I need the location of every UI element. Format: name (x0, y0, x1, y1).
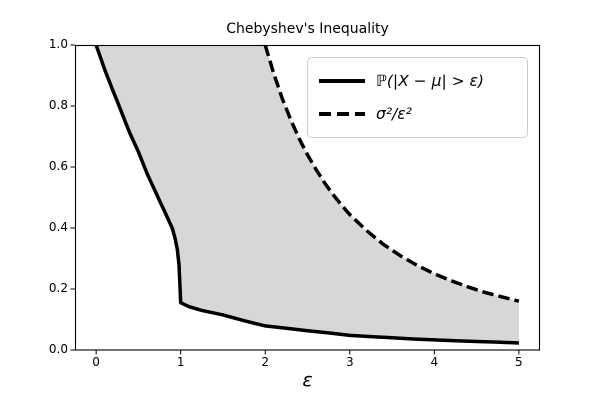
x-tick-label: 4 (430, 355, 439, 369)
y-tick-label: 0.0 (48, 342, 68, 356)
y-tick-label: 0.8 (48, 98, 68, 112)
x-tick-label: 2 (261, 355, 270, 369)
chebyshev-bound-curve (263, 45, 520, 303)
solid-line-sample (319, 79, 365, 84)
chart-title: Chebyshev's Inequality (226, 21, 389, 37)
legend-row-true-probability: ℙ(|X − μ| > ε) (318, 72, 517, 90)
y-tick-label: 0.4 (48, 220, 68, 234)
tick-marks (70, 44, 520, 355)
y-tick-label: 0.2 (48, 281, 68, 295)
axes-frame (74, 44, 541, 351)
legend-label-chebyshev-bound: σ²/ε² (376, 104, 412, 123)
y-tick-label: 1.0 (48, 37, 68, 51)
x-tick-label: 0 (92, 355, 100, 369)
x-tick-label: 3 (345, 355, 354, 369)
y-tick-label: 0.6 (48, 159, 68, 173)
dashed-line-sample (319, 111, 365, 116)
legend-row-chebyshev-bound: σ²/ε² (318, 105, 517, 123)
legend: ℙ(|X − μ| > ε) σ²/ε² (307, 57, 528, 138)
legend-label-true-probability: ℙ(|X − μ| > ε) (376, 72, 484, 91)
true-probability-curve (94, 45, 519, 345)
x-axis-label: ε (302, 369, 313, 391)
x-tick-label: 1 (176, 355, 185, 369)
x-tick-label: 5 (515, 355, 523, 369)
shaded-region (96, 45, 519, 343)
